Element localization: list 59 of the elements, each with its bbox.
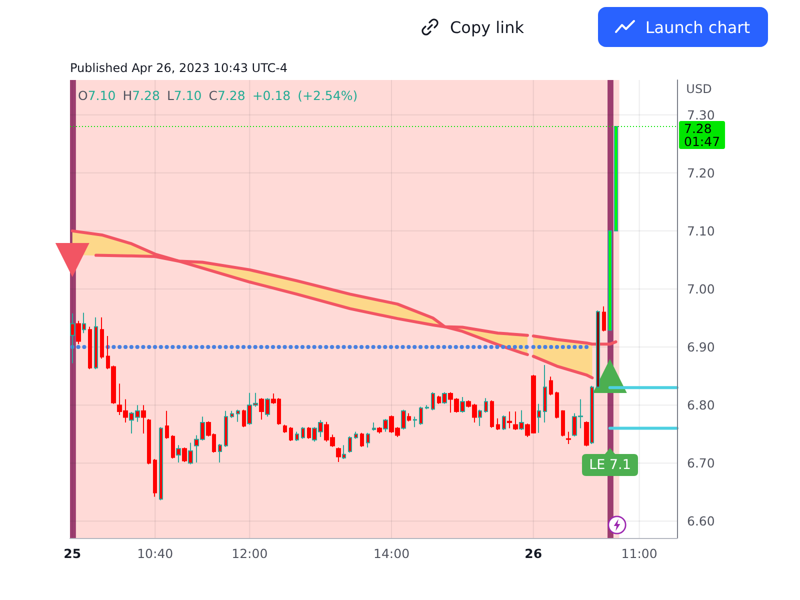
x-tick-label: 25 [64, 546, 82, 561]
tag: LE 7.1 [582, 447, 638, 476]
candlestick [94, 316, 98, 370]
launch-button: Launch chart [598, 7, 768, 47]
candlestick [413, 416, 417, 428]
candlestick [100, 316, 104, 360]
candlestick [560, 410, 565, 437]
candlestick [608, 230, 612, 331]
text: O7.10 H7.28 L7.10 C7.28 +0.18 (+2.54%) [78, 88, 358, 103]
x-tick-label: 14:00 [374, 546, 410, 561]
annotation: LE 7.1 [588, 456, 632, 475]
candlestick [548, 376, 553, 396]
candlestick [153, 458, 157, 498]
x-tick-label: 26 [524, 546, 542, 561]
candlestick [289, 426, 293, 442]
line-series [531, 354, 594, 380]
y-tick-label: 6.70 [686, 456, 714, 471]
candlestick [159, 426, 163, 501]
candlestick [147, 418, 151, 465]
candlestick [431, 392, 435, 411]
candlestick [419, 406, 423, 426]
text: Copy link [450, 18, 524, 36]
candlestick [283, 424, 287, 434]
candlestick [165, 410, 169, 440]
y-tick-label: 7.00 [686, 281, 714, 296]
y-tick-label: 6.80 [686, 398, 714, 413]
candlestick [236, 409, 240, 422]
candlestick [496, 418, 500, 431]
candlestick [566, 431, 571, 444]
ref-line-label: 7.28 01:47 [684, 120, 720, 149]
x-tick-label: 10:40 [137, 546, 174, 561]
candlestick [596, 310, 600, 389]
candlestick [602, 306, 606, 332]
candlestick [354, 431, 358, 440]
y-axis-title: USD [686, 82, 712, 96]
candlestick [490, 400, 494, 428]
x-tick-label: 11:00 [620, 546, 657, 561]
candlestick [360, 432, 364, 448]
candlestick [366, 432, 370, 448]
candlestick [88, 326, 92, 370]
candlestick [554, 391, 559, 419]
candlestick [425, 404, 429, 410]
line-series [531, 334, 617, 346]
candlestick [218, 443, 222, 464]
y-tick-label: 7.20 [686, 165, 714, 180]
y-tick-label: 6.90 [686, 340, 714, 355]
candlestick [484, 398, 488, 414]
candlestick [348, 436, 352, 454]
y-tick-label: 7.10 [686, 223, 714, 238]
candlestick [614, 126, 618, 232]
candlestick [542, 364, 547, 423]
text: Published Apr 26, 2023 10:43 UTC-4 [70, 61, 288, 75]
y-tick-label: 6.60 [686, 514, 714, 529]
candlestick [224, 410, 228, 448]
candlestick [230, 410, 234, 418]
candlestick [295, 431, 299, 442]
x-tick-label: 12:00 [232, 546, 268, 561]
y-tick-label: 7.30 [686, 107, 714, 122]
candlestick [301, 426, 305, 440]
